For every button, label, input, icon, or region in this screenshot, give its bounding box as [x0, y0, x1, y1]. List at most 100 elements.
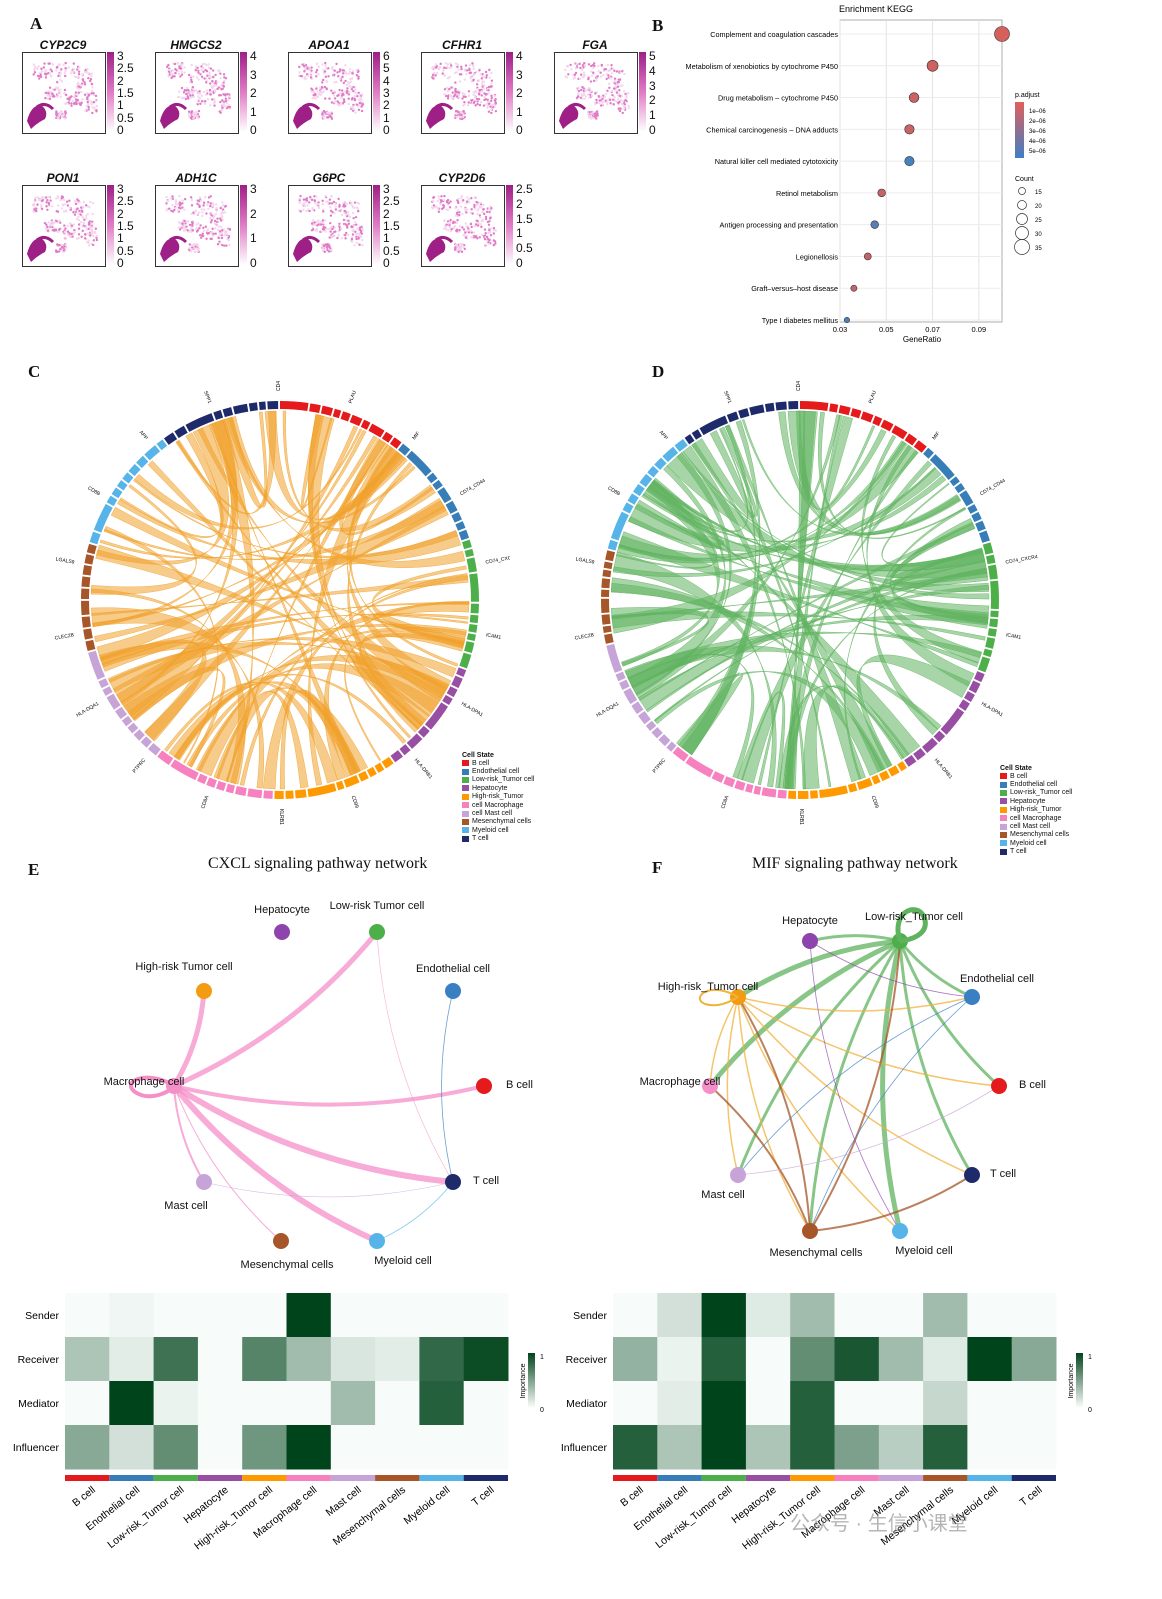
- umap-point: [55, 65, 59, 69]
- umap-point: [442, 198, 445, 202]
- chord-label: CD8B: [606, 485, 621, 497]
- umap-point: [72, 223, 76, 226]
- umap-point: [328, 198, 332, 201]
- umap-point: [358, 235, 362, 238]
- umap-point: [187, 88, 190, 92]
- umap-point: [619, 84, 622, 88]
- chord-label: HLA-DRB1: [933, 758, 954, 781]
- umap-point: [602, 74, 605, 77]
- umap-point: [203, 77, 206, 80]
- umap-point: [195, 226, 198, 230]
- chord-sector: [446, 686, 458, 698]
- umap-point: [608, 86, 611, 89]
- cell-type-bar: [375, 1475, 420, 1481]
- umap-point: [627, 92, 630, 95]
- chord-sector: [639, 473, 653, 488]
- umap-point: [335, 80, 338, 84]
- umap-point: [171, 195, 174, 198]
- umap-point: [50, 205, 54, 208]
- umap-plot: [421, 52, 505, 134]
- chord-sector: [933, 730, 946, 743]
- umap-point: [348, 215, 352, 219]
- umap-point: [187, 73, 191, 77]
- count-legend-label: 20: [1035, 204, 1042, 210]
- panel-label-d: D: [652, 362, 665, 381]
- chord-sector: [645, 720, 657, 731]
- umap-point: [68, 234, 72, 238]
- umap-point: [192, 243, 195, 246]
- umap-point: [88, 220, 92, 223]
- umap-point: [221, 243, 224, 247]
- umap-point: [473, 205, 476, 209]
- umap-point: [202, 208, 206, 211]
- umap-point: [345, 83, 349, 87]
- umap-point: [340, 94, 344, 97]
- network-edge: [172, 1083, 454, 1185]
- umap-point: [44, 68, 48, 72]
- umap-point: [92, 234, 95, 238]
- legend-label: Hepatocyte: [1010, 797, 1046, 805]
- high-expression-arm: [169, 102, 188, 111]
- umap-point: [205, 63, 208, 67]
- umap-scatter: [559, 61, 631, 129]
- chord-sector: [745, 783, 754, 794]
- chord-sector: [601, 614, 611, 625]
- umap-point: [328, 111, 331, 115]
- umap-point: [490, 108, 493, 111]
- umap-point: [57, 74, 60, 78]
- colorbar-tick: 1.5: [383, 219, 400, 233]
- umap-point: [360, 109, 364, 113]
- umap-point: [461, 104, 465, 107]
- umap-point: [478, 89, 481, 92]
- umap-point: [58, 113, 61, 116]
- umap-point: [76, 76, 79, 79]
- umap-point: [473, 225, 476, 228]
- umap-point: [481, 72, 484, 76]
- umap-point: [445, 208, 448, 211]
- umap-point: [45, 205, 48, 208]
- umap-point: [201, 214, 204, 218]
- umap-point: [303, 77, 306, 80]
- term-label: Metabolism of xenobiotics by cytochrome …: [686, 62, 839, 71]
- umap-point: [487, 110, 491, 113]
- umap-point: [80, 84, 83, 87]
- heatmap-cell: [878, 1337, 924, 1382]
- chord-sector: [633, 483, 645, 497]
- chord-sector: [437, 487, 452, 504]
- chord-sector: [381, 756, 394, 769]
- umap-point: [201, 67, 205, 70]
- umap-point: [458, 228, 461, 232]
- colorbar-tick: 2.5: [117, 61, 134, 76]
- umap-point: [183, 219, 186, 223]
- umap-point: [225, 244, 228, 247]
- umap-point: [219, 94, 223, 97]
- legend-title: Count: [1015, 176, 1034, 183]
- umap-point: [330, 112, 334, 115]
- chord-sector: [248, 402, 258, 412]
- x-tick-label: 0.09: [972, 325, 987, 334]
- network-node: [274, 924, 290, 940]
- umap-point: [467, 90, 471, 93]
- heatmap-column-label: T cell: [470, 1484, 497, 1509]
- umap-point: [79, 213, 82, 216]
- umap-point: [315, 75, 318, 78]
- umap-point: [64, 61, 67, 65]
- high-expression-arm: [435, 235, 454, 244]
- legend-swatch: [462, 768, 469, 775]
- umap-point: [353, 94, 357, 98]
- colorbar: [107, 185, 114, 265]
- umap-point: [216, 81, 219, 84]
- colorbar-tick: 2.5: [117, 194, 134, 209]
- umap-point: [455, 221, 458, 225]
- umap-point: [221, 216, 224, 219]
- heatmap-cell: [613, 1293, 658, 1338]
- umap-point: [310, 222, 314, 225]
- umap-point: [352, 228, 355, 231]
- node-label: T cell: [990, 1168, 1017, 1180]
- umap-point: [494, 242, 497, 245]
- chord-label: ICAM1: [1005, 632, 1021, 641]
- umap-point: [615, 70, 619, 73]
- umap-point: [485, 76, 488, 79]
- umap-point: [478, 214, 482, 217]
- umap-point: [85, 217, 88, 220]
